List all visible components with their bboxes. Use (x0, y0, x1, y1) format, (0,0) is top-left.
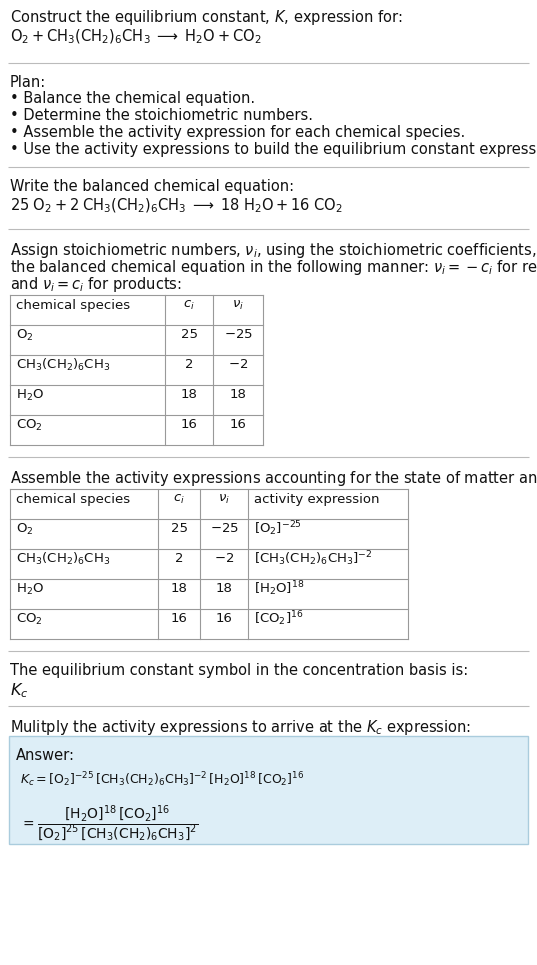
Text: $\mathrm{CO_2}$: $\mathrm{CO_2}$ (16, 418, 43, 432)
Text: activity expression: activity expression (254, 492, 380, 506)
Text: • Use the activity expressions to build the equilibrium constant expression.: • Use the activity expressions to build … (10, 142, 537, 157)
Text: $\mathrm{CH_3(CH_2)_6CH_3}$: $\mathrm{CH_3(CH_2)_6CH_3}$ (16, 551, 110, 567)
Text: 18: 18 (171, 583, 187, 595)
Text: Answer:: Answer: (16, 748, 75, 763)
Text: chemical species: chemical species (16, 298, 130, 312)
Text: 18: 18 (180, 389, 198, 401)
Text: chemical species: chemical species (16, 492, 130, 506)
Text: 25: 25 (180, 328, 198, 342)
Text: $\mathrm{25\;O_2 + 2\;CH_3(CH_2)_6CH_3 \;\longrightarrow\; 18\;H_2O + 16\;CO_2}$: $\mathrm{25\;O_2 + 2\;CH_3(CH_2)_6CH_3 \… (10, 197, 343, 215)
Text: Assemble the activity expressions accounting for the state of matter and $\nu_i$: Assemble the activity expressions accoun… (10, 469, 537, 488)
Text: $[\mathrm{O_2}]^{-25}$: $[\mathrm{O_2}]^{-25}$ (254, 519, 302, 538)
Text: 18: 18 (215, 583, 233, 595)
Text: 25: 25 (171, 522, 187, 536)
Text: the balanced chemical equation in the following manner: $\nu_i = -c_i$ for react: the balanced chemical equation in the fo… (10, 258, 537, 277)
Text: 2: 2 (175, 553, 183, 565)
Text: 16: 16 (180, 419, 198, 431)
Text: $\mathrm{O_2}$: $\mathrm{O_2}$ (16, 327, 33, 343)
Text: • Determine the stoichiometric numbers.: • Determine the stoichiometric numbers. (10, 108, 313, 123)
Text: $c_i$: $c_i$ (183, 298, 195, 312)
Text: 2: 2 (185, 359, 193, 372)
Text: $\mathrm{H_2O}$: $\mathrm{H_2O}$ (16, 582, 44, 596)
Text: Write the balanced chemical equation:: Write the balanced chemical equation: (10, 179, 294, 194)
Text: $\nu_i$: $\nu_i$ (218, 492, 230, 506)
Text: 16: 16 (215, 613, 233, 625)
Text: $\nu_i$: $\nu_i$ (232, 298, 244, 312)
Text: 16: 16 (171, 613, 187, 625)
Text: $K_c$: $K_c$ (10, 681, 28, 700)
Text: $-2$: $-2$ (214, 553, 234, 565)
Text: and $\nu_i = c_i$ for products:: and $\nu_i = c_i$ for products: (10, 275, 182, 294)
Text: $\mathrm{CO_2}$: $\mathrm{CO_2}$ (16, 612, 43, 626)
Text: $-25$: $-25$ (223, 328, 252, 342)
Text: $[\mathrm{CO_2}]^{16}$: $[\mathrm{CO_2}]^{16}$ (254, 610, 303, 628)
Text: $-25$: $-25$ (209, 522, 238, 536)
Text: $\mathrm{O_2}$: $\mathrm{O_2}$ (16, 521, 33, 537)
Text: The equilibrium constant symbol in the concentration basis is:: The equilibrium constant symbol in the c… (10, 663, 468, 678)
Text: 18: 18 (229, 389, 246, 401)
Text: Plan:: Plan: (10, 75, 46, 90)
Text: 16: 16 (229, 419, 246, 431)
FancyBboxPatch shape (9, 736, 528, 844)
Text: $[\mathrm{H_2O}]^{18}$: $[\mathrm{H_2O}]^{18}$ (254, 580, 304, 598)
Text: $= \dfrac{[\mathrm{H_2O}]^{18}\,[\mathrm{CO_2}]^{16}}{[\mathrm{O_2}]^{25}\,[\mat: $= \dfrac{[\mathrm{H_2O}]^{18}\,[\mathrm… (20, 804, 198, 844)
Text: $K_c = [\mathrm{O_2}]^{-25}\,[\mathrm{CH_3(CH_2)_6CH_3}]^{-2}\,[\mathrm{H_2O}]^{: $K_c = [\mathrm{O_2}]^{-25}\,[\mathrm{CH… (20, 770, 304, 788)
Text: $[\mathrm{CH_3(CH_2)_6CH_3}]^{-2}$: $[\mathrm{CH_3(CH_2)_6CH_3}]^{-2}$ (254, 550, 373, 568)
Text: $-2$: $-2$ (228, 359, 248, 372)
Text: $c_i$: $c_i$ (173, 492, 185, 506)
Text: $\mathrm{CH_3(CH_2)_6CH_3}$: $\mathrm{CH_3(CH_2)_6CH_3}$ (16, 357, 110, 373)
Text: Assign stoichiometric numbers, $\nu_i$, using the stoichiometric coefficients, $: Assign stoichiometric numbers, $\nu_i$, … (10, 241, 537, 260)
Text: • Assemble the activity expression for each chemical species.: • Assemble the activity expression for e… (10, 125, 465, 140)
Text: • Balance the chemical equation.: • Balance the chemical equation. (10, 91, 255, 106)
Text: $\mathrm{H_2O}$: $\mathrm{H_2O}$ (16, 388, 44, 402)
Text: Construct the equilibrium constant, $K$, expression for:: Construct the equilibrium constant, $K$,… (10, 8, 403, 27)
Text: $\mathrm{O_2 + CH_3(CH_2)_6CH_3 \;\longrightarrow\; H_2O + CO_2}$: $\mathrm{O_2 + CH_3(CH_2)_6CH_3 \;\longr… (10, 28, 262, 46)
Text: Mulitply the activity expressions to arrive at the $K_c$ expression:: Mulitply the activity expressions to arr… (10, 718, 471, 737)
